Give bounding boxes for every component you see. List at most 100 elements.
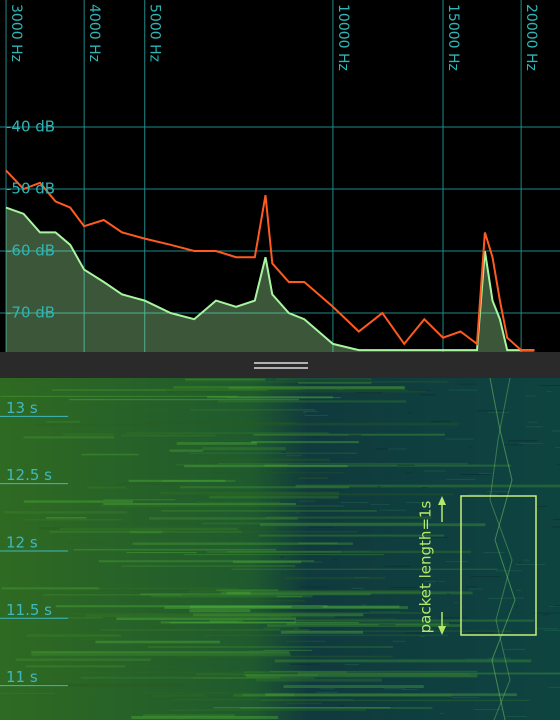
spectrogram-noise bbox=[525, 426, 543, 428]
spectrogram-streak bbox=[202, 522, 424, 525]
spectrogram-streak bbox=[232, 560, 302, 564]
spectrogram-streak bbox=[286, 622, 449, 626]
spectrogram-noise bbox=[523, 559, 530, 561]
spectrogram-noise bbox=[483, 552, 505, 554]
spectrogram-streak bbox=[165, 389, 427, 393]
arrow-head bbox=[438, 496, 446, 505]
spectrogram-noise bbox=[502, 444, 523, 446]
spectrogram-noise bbox=[465, 658, 495, 660]
spectrogram-streak bbox=[283, 685, 424, 689]
spectrogram-noise bbox=[390, 587, 418, 589]
spectrogram-streak bbox=[204, 493, 453, 496]
spectrogram-noise bbox=[419, 394, 436, 396]
spectrogram-streak bbox=[17, 408, 172, 410]
spectrogram-noise bbox=[423, 580, 446, 582]
spectrogram-streak bbox=[298, 477, 329, 479]
spectrogram-noise bbox=[298, 500, 316, 502]
y-tick-label: 12 s bbox=[6, 533, 38, 551]
spectrogram-noise bbox=[553, 605, 560, 607]
spectrogram-streak bbox=[196, 501, 280, 505]
spectrogram-streak bbox=[213, 707, 391, 709]
arrow-head bbox=[438, 626, 446, 635]
spectrogram-noise bbox=[478, 472, 492, 474]
spectrogram-streak bbox=[202, 472, 344, 474]
spectrogram-noise bbox=[551, 526, 560, 528]
spectrogram-noise bbox=[285, 455, 302, 457]
spectrogram-streak bbox=[121, 434, 216, 437]
spectrogram-streak bbox=[202, 447, 286, 451]
spectrogram-noise bbox=[467, 631, 495, 633]
spectrogram-streak bbox=[128, 479, 226, 482]
spectrogram-noise bbox=[446, 593, 450, 595]
y-tick-label: 13 s bbox=[6, 399, 38, 417]
spectrogram-noise bbox=[470, 576, 501, 578]
spectrogram-streak bbox=[188, 590, 421, 593]
spectrogram-noise bbox=[405, 632, 427, 634]
spectrogram-noise bbox=[515, 589, 522, 591]
spectrogram-streak bbox=[286, 630, 512, 632]
spectrogram-noise bbox=[539, 385, 560, 387]
spectrogram-streak bbox=[255, 678, 382, 682]
spectrogram-noise bbox=[536, 628, 559, 630]
spectrogram-noise bbox=[557, 463, 560, 465]
spectrogram-noise bbox=[340, 502, 369, 504]
spectrogram-streak bbox=[209, 495, 339, 499]
spectrogram-streak bbox=[131, 715, 279, 719]
x-tick-label: 15000 Hz bbox=[445, 4, 461, 71]
spectrogram-streak bbox=[298, 381, 372, 384]
spectrogram-streak bbox=[248, 650, 280, 652]
spectrogram-streak bbox=[227, 551, 342, 553]
spectrogram-noise bbox=[348, 434, 362, 436]
spectrogram-noise bbox=[408, 412, 412, 414]
spectrogram-streak bbox=[207, 396, 333, 399]
spectrogram-noise bbox=[320, 707, 326, 709]
spectrogram-streak bbox=[263, 649, 313, 651]
spectrogram-streak bbox=[38, 527, 276, 530]
spectrogram-noise bbox=[303, 411, 319, 413]
spectrogram-noise bbox=[525, 395, 536, 397]
spectrogram-streak bbox=[177, 655, 393, 658]
spectrogram-streak bbox=[46, 517, 87, 519]
spectrogram-noise bbox=[338, 659, 370, 661]
spectrogram-streak bbox=[69, 398, 300, 401]
spectrogram-noise bbox=[487, 411, 510, 413]
spectrogram-streak bbox=[82, 665, 182, 667]
y-tick-label: -40 dB bbox=[6, 118, 55, 136]
spectrogram-noise bbox=[459, 474, 491, 476]
spectrogram-streak bbox=[276, 378, 372, 381]
spectrogram-streak bbox=[171, 698, 354, 701]
y-tick-label: -70 dB bbox=[6, 303, 55, 321]
spectrogram-streak bbox=[25, 665, 126, 668]
spectrogram-streak bbox=[160, 621, 296, 624]
spectrogram-noise bbox=[315, 691, 338, 693]
spectrogram-axis: 13 s 12.5 s 12 s 11.5 s 11 s bbox=[0, 399, 68, 687]
spectrogram-noise bbox=[384, 688, 406, 690]
spectrogram-streak bbox=[226, 591, 251, 595]
spectrogram-noise bbox=[291, 606, 323, 608]
spectrogram-streak bbox=[147, 646, 394, 648]
spectrogram-streak bbox=[49, 530, 243, 533]
annotation: packet length=1s bbox=[417, 500, 435, 633]
spectrogram-noise bbox=[544, 629, 560, 631]
spectrogram-noise bbox=[354, 577, 369, 579]
spectrogram-noise bbox=[501, 597, 524, 599]
spectrogram-streak bbox=[204, 634, 449, 637]
spectrogram-streak bbox=[242, 693, 295, 697]
spectrogram-noise bbox=[528, 421, 538, 423]
spectrogram-noise bbox=[483, 494, 512, 496]
spectrogram-streak bbox=[195, 673, 470, 676]
divider[interactable] bbox=[0, 352, 560, 378]
spectrogram-streak bbox=[173, 385, 405, 389]
spectrogram-streak bbox=[190, 612, 424, 614]
spectrogram-streak bbox=[35, 683, 183, 687]
spectrogram-streak bbox=[237, 620, 260, 623]
spectrogram-noise bbox=[506, 715, 527, 717]
spectrogram-streak bbox=[184, 465, 348, 468]
spectrogram-streak bbox=[132, 542, 353, 545]
spectrogram-streak bbox=[190, 409, 316, 411]
spectrogram-streak bbox=[217, 400, 407, 403]
spectrogram-streak bbox=[189, 452, 357, 454]
spectrogram-streak bbox=[43, 594, 183, 596]
spectrogram-streak bbox=[159, 491, 340, 495]
spectrogram-noise bbox=[477, 410, 507, 412]
